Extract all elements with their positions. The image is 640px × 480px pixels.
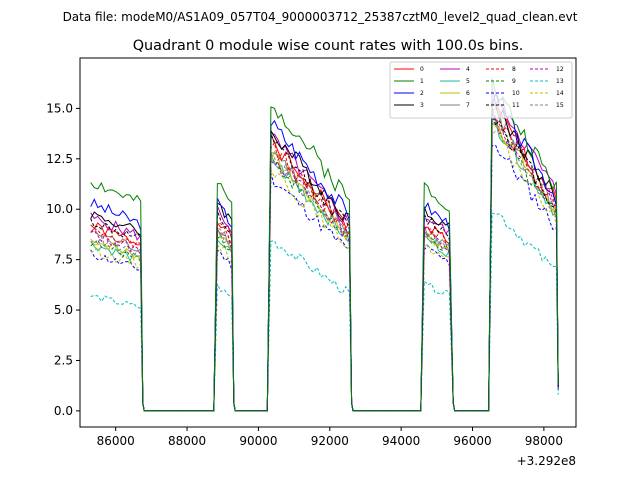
suptitle: Data file: modeM0/AS1A09_057T04_90000037… — [63, 10, 578, 24]
legend-label-10: 10 — [512, 90, 520, 97]
legend-label-15: 15 — [556, 102, 564, 109]
x-tick-label: 90000 — [239, 434, 277, 448]
y-tick-label: 0.0 — [54, 404, 73, 418]
plot-frame — [79, 57, 577, 428]
y-tick-label: 5.0 — [54, 303, 73, 317]
legend-label-0: 0 — [420, 66, 424, 73]
series-line-12 — [90, 111, 559, 412]
legend-label-4: 4 — [466, 66, 470, 73]
series-line-13 — [90, 212, 559, 412]
legend-frame — [389, 61, 573, 119]
y-tick-label: 10.0 — [46, 202, 73, 216]
x-tick-label: 86000 — [97, 434, 135, 448]
legend-label-1: 1 — [420, 78, 424, 85]
series-line-10 — [90, 144, 559, 412]
legend-label-14: 14 — [556, 90, 564, 97]
y-tick-label: 12.5 — [46, 152, 73, 166]
chart-title: Quadrant 0 module wise count rates with … — [133, 38, 524, 54]
x-tick-label: 96000 — [453, 434, 491, 448]
legend-label-7: 7 — [466, 102, 470, 109]
series-line-9 — [90, 113, 559, 412]
x-tick-label: 92000 — [311, 434, 349, 448]
legend-label-12: 12 — [556, 66, 564, 73]
legend-label-8: 8 — [512, 66, 516, 73]
series-line-7 — [90, 107, 559, 412]
x-tick-label: 88000 — [168, 434, 206, 448]
x-tick-label: 94000 — [382, 434, 420, 448]
y-tick-label: 2.5 — [54, 353, 73, 367]
legend-label-5: 5 — [466, 78, 470, 85]
x-offset-text: +3.292e8 — [517, 454, 576, 468]
series-line-0 — [90, 103, 559, 412]
legend-label-11: 11 — [512, 102, 520, 109]
series-line-8 — [90, 107, 559, 412]
x-tick-label: 98000 — [525, 434, 563, 448]
y-axis: 0.0 2.5 5.0 7.5 10.0 12.5 15.0 — [46, 101, 80, 418]
x-axis: 86000 88000 90000 92000 94000 96000 98000 — [97, 427, 563, 448]
series-line-14 — [90, 130, 559, 412]
legend-label-3: 3 — [420, 102, 424, 109]
y-tick-label: 7.5 — [54, 253, 73, 267]
legend-label-6: 6 — [466, 90, 470, 97]
legend-label-9: 9 — [512, 78, 516, 85]
legend-label-13: 13 — [556, 78, 564, 85]
y-tick-label: 15.0 — [46, 101, 73, 115]
legend-label-2: 2 — [420, 90, 424, 97]
